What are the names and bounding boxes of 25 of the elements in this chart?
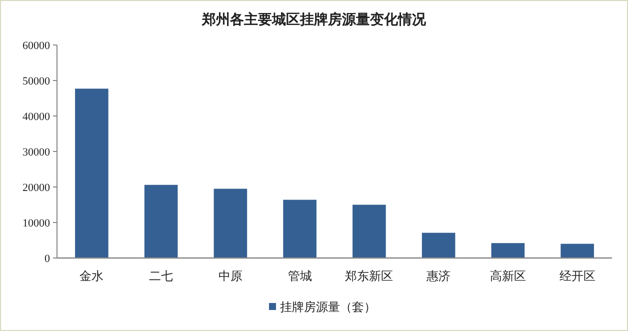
x-tick-label: 郑东新区 <box>345 269 394 283</box>
x-tick-label: 二七 <box>149 269 174 283</box>
y-tick-label: 60000 <box>22 40 50 52</box>
y-tick-label: 50000 <box>22 76 50 88</box>
x-tick-label: 高新区 <box>490 269 526 283</box>
x-tick-label: 经开区 <box>559 269 596 283</box>
x-tick-label: 中原 <box>218 269 242 283</box>
chart-title: 郑州各主要城区挂牌房源量变化情况 <box>201 11 427 28</box>
y-tick-label: 0 <box>44 253 50 265</box>
bar <box>214 188 248 258</box>
x-tick-label: 惠济 <box>426 269 451 283</box>
bar <box>144 184 178 258</box>
y-tick-label: 30000 <box>22 146 50 158</box>
bar <box>560 244 594 258</box>
bar <box>75 88 108 258</box>
y-tick-label: 40000 <box>22 111 50 123</box>
bar <box>422 232 456 258</box>
legend: 挂牌房源量（套） <box>269 300 376 314</box>
x-tick-label: 金水 <box>80 269 104 283</box>
bar <box>491 243 525 258</box>
y-tick-label: 20000 <box>22 182 50 194</box>
bar <box>352 204 386 258</box>
x-tick-label: 管城 <box>288 269 312 283</box>
bar <box>283 200 316 258</box>
y-tick-label: 10000 <box>22 218 50 230</box>
